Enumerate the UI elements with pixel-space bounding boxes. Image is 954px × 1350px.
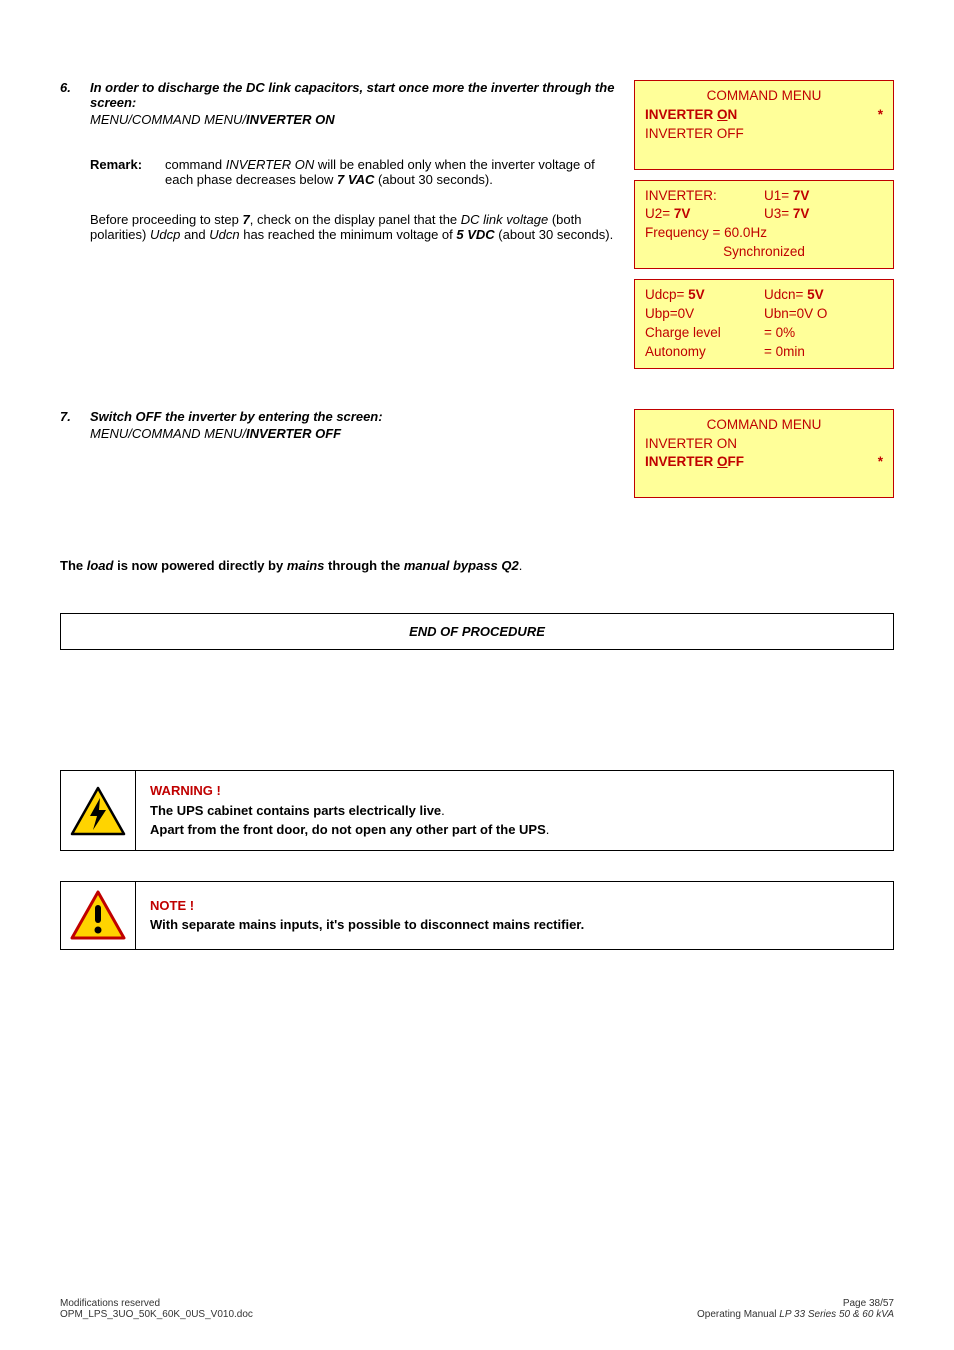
footer-modifications: Modifications reserved <box>60 1298 253 1309</box>
step-6: 6. In order to discharge the DC link cap… <box>60 80 894 379</box>
warning-box: WARNING ! The UPS cabinet contains parts… <box>60 770 894 851</box>
remark: Remark: command INVERTER ON will be enab… <box>90 157 619 187</box>
note-box: NOTE ! With separate mains inputs, it's … <box>60 881 894 950</box>
lcd-command-off: COMMAND MENU INVERTER ON INVERTER OFF * <box>634 409 894 499</box>
footer-filename: OPM_LPS_3UO_50K_60K_0US_V010.doc <box>60 1309 253 1320</box>
hazard-voltage-icon <box>61 771 136 850</box>
lcd-command-on: COMMAND MENU INVERTER ON * INVERTER OFF <box>634 80 894 170</box>
load-statement: The load is now powered directly by main… <box>60 558 894 573</box>
step-title: Switch OFF the inverter by entering the … <box>90 409 619 424</box>
step-7: 7. Switch OFF the inverter by entering t… <box>60 409 894 509</box>
hazard-caution-icon <box>61 882 136 949</box>
step-body: In order to discharge the DC link capaci… <box>90 80 634 267</box>
step-number: 6. <box>60 80 90 95</box>
menu-path: MENU/COMMAND MENU/INVERTER OFF <box>90 426 619 441</box>
step-number: 7. <box>60 409 90 424</box>
step-body: Switch OFF the inverter by entering the … <box>90 409 634 441</box>
lcd-inverter-status: INVERTER: U1= 7V U2= 7V U3= 7V Frequency… <box>634 180 894 270</box>
step-title: In order to discharge the DC link capaci… <box>90 80 619 110</box>
page-footer: Modifications reserved OPM_LPS_3UO_50K_6… <box>60 1298 894 1320</box>
footer-manual: Operating Manual LP 33 Series 50 & 60 kV… <box>697 1309 894 1320</box>
warning-title: WARNING ! <box>150 781 879 801</box>
end-of-procedure: END OF PROCEDURE <box>60 613 894 650</box>
lcd-column: COMMAND MENU INVERTER ON INVERTER OFF * <box>634 409 894 509</box>
menu-path: MENU/COMMAND MENU/INVERTER ON <box>90 112 619 127</box>
warning-line: The UPS cabinet contains parts electrica… <box>150 801 879 821</box>
note-title: NOTE ! <box>150 896 879 916</box>
footer-page: Page 38/57 <box>697 1298 894 1309</box>
lcd-dc-link: Udcp= 5V Udcn= 5V Ubp=0VUbn=0V O Charge … <box>634 279 894 369</box>
note-line: With separate mains inputs, it's possibl… <box>150 915 879 935</box>
lcd-column: COMMAND MENU INVERTER ON * INVERTER OFF … <box>634 80 894 379</box>
check-text: Before proceeding to step 7, check on th… <box>90 212 619 242</box>
warning-line: Apart from the front door, do not open a… <box>150 820 879 840</box>
